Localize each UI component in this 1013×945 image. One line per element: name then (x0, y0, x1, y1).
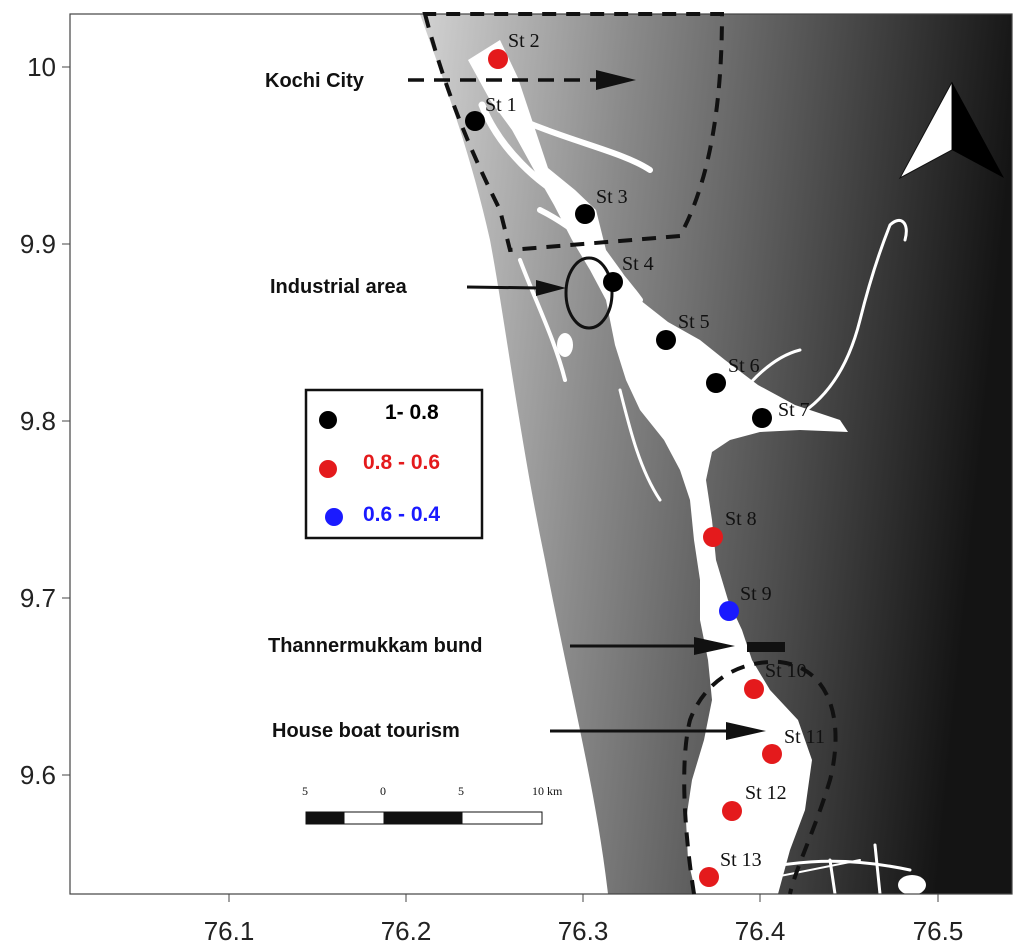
y-tick-label: 10 (27, 52, 56, 82)
station-2-marker (488, 49, 508, 69)
thannermukkam-bund-mark (747, 642, 785, 652)
station-13-marker (699, 867, 719, 887)
x-tick-label: 76.2 (381, 916, 432, 945)
arrowhead-icon (694, 637, 735, 655)
kochi-city-zone (422, 12, 725, 253)
station-label: St 13 (720, 849, 762, 871)
scale-bar-segment (461, 811, 543, 825)
x-tick-label: 76.1 (204, 916, 255, 945)
station-label: St 6 (728, 355, 760, 377)
station-label: St 10 (765, 660, 807, 682)
station-1-marker (465, 111, 485, 131)
y-tick-label: 9.6 (20, 760, 56, 790)
y-tick-label: 9.9 (20, 229, 56, 259)
station-3-marker (575, 204, 595, 224)
station-11-marker (762, 744, 782, 764)
station-markers (465, 49, 782, 887)
y-tick-label: 9.8 (20, 406, 56, 436)
station-label: St 11 (784, 726, 825, 748)
station-12-marker (722, 801, 742, 821)
arrowhead-icon (726, 722, 766, 740)
y-axis-labels: 10 9.9 9.8 9.7 9.6 (20, 52, 56, 790)
legend-marker (319, 411, 337, 429)
legend-label: 0.6 - 0.4 (363, 503, 440, 526)
scale-bar-label: 5 (458, 784, 464, 798)
x-tick-label: 76.5 (913, 916, 964, 945)
station-5-marker (656, 330, 676, 350)
station-label: St 9 (740, 583, 772, 605)
scale-bar-label: 0 (380, 784, 386, 798)
station-4-marker (603, 272, 623, 292)
scale-bar-segment (383, 811, 463, 825)
station-9-marker (719, 601, 739, 621)
x-tick-label: 76.4 (735, 916, 786, 945)
island (557, 333, 573, 357)
station-label: St 5 (678, 311, 710, 333)
legend-marker (319, 460, 337, 478)
legend-marker (325, 508, 343, 526)
river-channels (478, 101, 912, 894)
island (898, 875, 926, 894)
scale-bar-segment (305, 811, 345, 825)
station-label: St 8 (725, 508, 757, 530)
legend: 1- 0.8 0.8 - 0.6 0.6 - 0.4 (304, 388, 484, 540)
land-mass (420, 14, 1012, 894)
station-7-marker (752, 408, 772, 428)
station-6-marker (706, 373, 726, 393)
station-label: St 7 (778, 399, 810, 421)
station-8-marker (703, 527, 723, 547)
house-boat-zone (682, 659, 838, 895)
house-boat-tourism-label: House boat tourism (272, 720, 460, 742)
x-tick-label: 76.3 (558, 916, 609, 945)
thannermukkam-bund-label: Thannermukkam bund (268, 635, 482, 657)
x-axis-labels: 76.1 76.2 76.3 76.4 76.5 (204, 916, 964, 945)
map-frame (69, 13, 1013, 895)
legend-label: 1- 0.8 (385, 401, 439, 424)
station-label: St 1 (485, 94, 517, 116)
industrial-area-label: Industrial area (270, 276, 408, 298)
station-label: St 4 (622, 253, 654, 275)
industrial-area-arrow (466, 285, 541, 290)
station-label: St 3 (596, 186, 628, 208)
x-axis-ticks (228, 894, 939, 902)
legend-label: 0.8 - 0.6 (363, 451, 440, 474)
y-axis-ticks (62, 66, 70, 776)
industrial-area-zone (564, 256, 614, 330)
station-label: St 2 (508, 30, 540, 52)
scale-bar-label: 10 km (532, 784, 563, 798)
station-10-marker (744, 679, 764, 699)
station-labels: St 1 St 2 St 3 St 4 St 5 St 6 St 7 St 8 … (485, 30, 825, 871)
arrowhead-icon (596, 70, 636, 90)
north-arrow-icon (898, 81, 1004, 180)
scale-bar-segment (343, 811, 385, 825)
arrowhead-icon (536, 280, 566, 296)
station-label: St 12 (745, 782, 787, 804)
kochi-city-label: Kochi City (265, 70, 365, 92)
scale-bar: 5 0 5 10 km (302, 784, 563, 825)
scale-bar-label: 5 (302, 784, 308, 798)
y-tick-label: 9.7 (20, 583, 56, 613)
